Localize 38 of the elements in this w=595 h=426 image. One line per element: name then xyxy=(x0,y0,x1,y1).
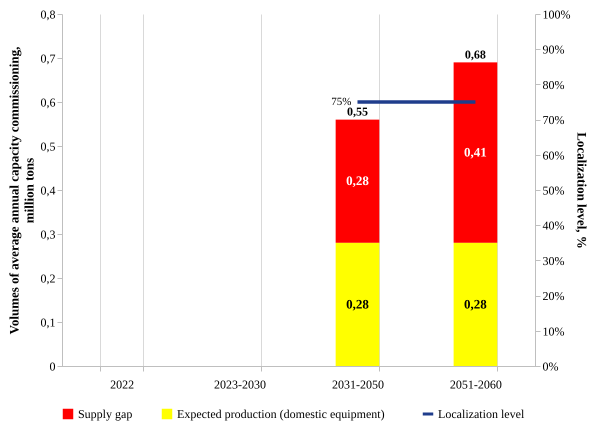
total-label: 0,68 xyxy=(464,47,486,62)
y2-tick-label: 0% xyxy=(542,360,558,374)
y2-tick-label: 40% xyxy=(542,218,564,233)
y-axis-title: Volumes of average annual capacity commissioning, million tons xyxy=(6,46,36,334)
x-tick-label: 2022 xyxy=(110,378,134,392)
y-tick-label: 0,2 xyxy=(40,272,56,286)
y2-tick-label: 50% xyxy=(542,184,564,198)
bar xyxy=(336,120,380,243)
y2-tick-label: 90% xyxy=(542,42,564,57)
y-tick-label: 0,6 xyxy=(40,96,56,110)
x-tick-label: 2023-2030 xyxy=(214,378,266,392)
data-label: 0,28 xyxy=(346,296,370,312)
y-tick-label: 0 xyxy=(50,360,56,374)
y2-tick-label: 30% xyxy=(542,254,564,268)
legend-label: Localization level xyxy=(438,407,525,421)
bar xyxy=(454,62,498,243)
y2-axis-title: Localization level, % xyxy=(574,132,590,249)
y-tick-label: 0,4 xyxy=(40,184,56,198)
y2-tick-label: 80% xyxy=(542,78,564,92)
x-tick-label: 2051-2060 xyxy=(450,378,502,392)
x-tick-label: 2031-2050 xyxy=(332,378,384,392)
data-label: 0,41 xyxy=(464,144,487,160)
data-label: 0,28 xyxy=(464,296,488,312)
y-tick-label: 0,5 xyxy=(40,140,56,154)
y2-tick-label: 10% xyxy=(542,324,564,338)
y-tick-label: 0,8 xyxy=(40,8,56,22)
y2-tick-label: 70% xyxy=(542,113,564,128)
data-label: 0,28 xyxy=(346,173,370,188)
y2-tick-label: 60% xyxy=(542,148,564,162)
y-tick-label: 0,7 xyxy=(40,52,56,66)
y2-tick-label: 100% xyxy=(542,8,570,22)
legend-label: Expected production (domestic equipment) xyxy=(177,407,385,421)
y-tick-label: 0,3 xyxy=(40,228,56,242)
bar xyxy=(454,242,498,366)
legend-label: Supply gap xyxy=(78,407,132,421)
y-tick-label: 0,1 xyxy=(40,316,56,330)
y2-tick-label: 20% xyxy=(542,289,564,304)
bar xyxy=(336,242,380,366)
